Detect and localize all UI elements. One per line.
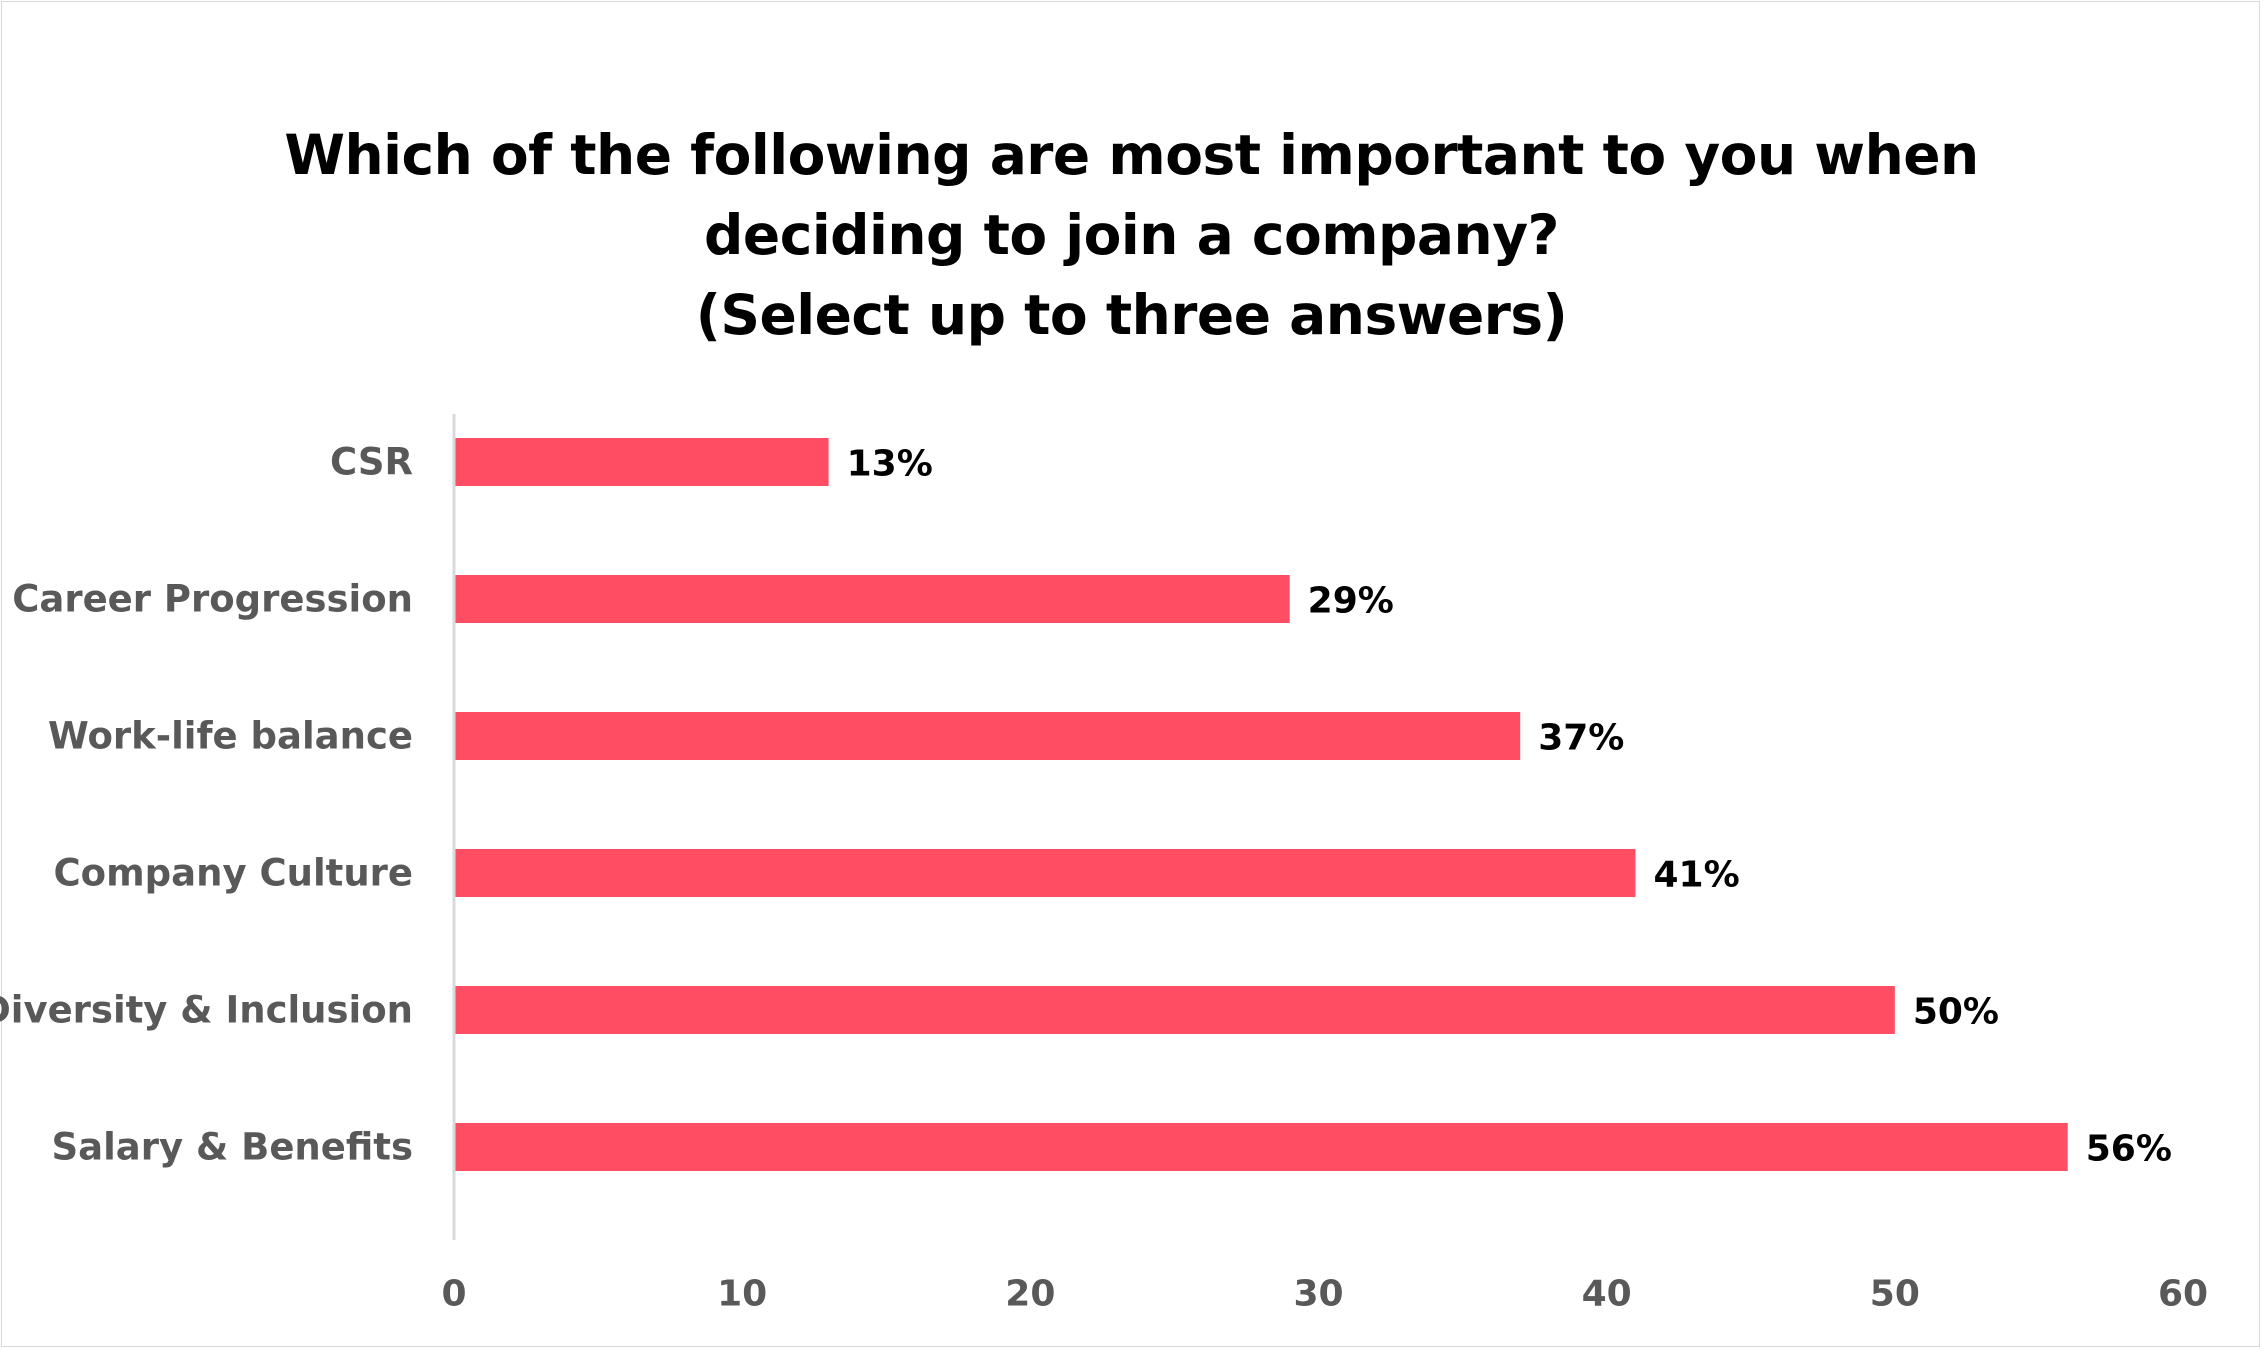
x-tick-label-0: 0: [441, 1274, 466, 1315]
chart-title: Which of the following are most importan…: [0, 115, 2263, 355]
data-label-salary-benefits: 56%: [2086, 1129, 2172, 1170]
data-label-csr: 13%: [847, 444, 933, 485]
category-label-company-culture: Company Culture: [54, 852, 413, 895]
data-labels-group: 13% 29% 37% 41% 50% 56%: [847, 444, 2172, 1170]
category-label-work-life-balance: Work-life balance: [48, 715, 413, 758]
bars-group: [454, 438, 2068, 1171]
data-label-career-progression: 29%: [1308, 581, 1394, 622]
x-tick-label-40: 40: [1582, 1274, 1632, 1315]
data-label-company-culture: 41%: [1653, 855, 1739, 896]
bar-work-life-balance: [454, 712, 1521, 760]
x-tick-label-10: 10: [717, 1274, 767, 1315]
bar-diversity-inclusion: [454, 986, 1895, 1034]
category-labels-group: CSR Career Progression Work-life balance Co…: [0, 441, 413, 1169]
bar-salary-benefits: [454, 1123, 2068, 1171]
bar-career-progression: [454, 575, 1290, 623]
category-label-career-progression: Career Progression: [12, 578, 413, 621]
category-label-diversity-inclusion: Diversity & Inclusion: [0, 989, 413, 1032]
data-label-diversity-inclusion: 50%: [1913, 992, 1999, 1033]
chart-title-line-2: deciding to join a company?: [704, 203, 1559, 267]
category-label-salary-benefits: Salary & Benefits: [51, 1126, 413, 1169]
bar-company-culture: [454, 849, 1636, 897]
x-tick-label-50: 50: [1870, 1274, 1920, 1315]
x-tick-label-60: 60: [2158, 1274, 2208, 1315]
data-label-work-life-balance: 37%: [1538, 718, 1624, 759]
x-tick-label-20: 20: [1005, 1274, 1055, 1315]
category-label-csr: CSR: [330, 441, 413, 484]
x-tick-labels-group: 0 10 20 30 40 50 60: [441, 1274, 2208, 1315]
chart-title-line-3: (Select up to three answers): [695, 283, 1568, 347]
chart-title-line-1: Which of the following are most importan…: [284, 123, 1979, 187]
bar-csr: [454, 438, 829, 486]
x-tick-label-30: 30: [1293, 1274, 1343, 1315]
